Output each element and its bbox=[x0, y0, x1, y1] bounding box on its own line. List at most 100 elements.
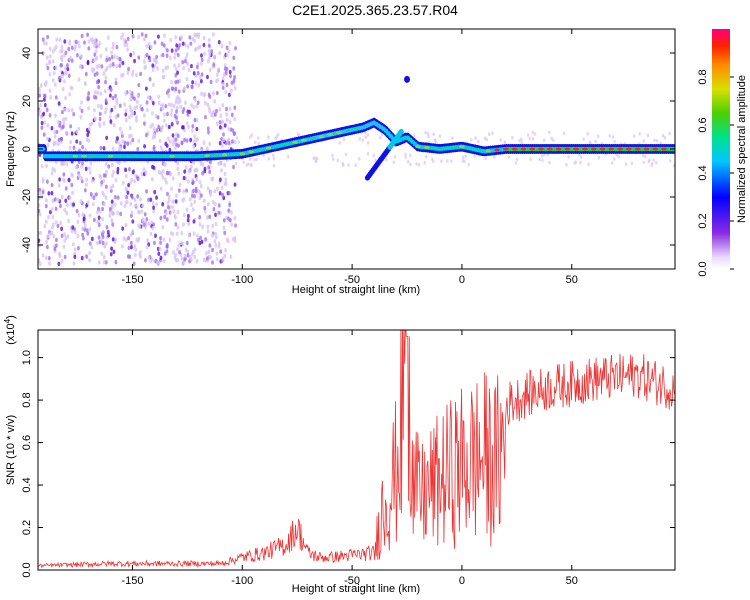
noise-point bbox=[218, 140, 222, 146]
noise-point bbox=[97, 215, 101, 220]
noise-point bbox=[47, 191, 51, 196]
noise-point bbox=[212, 62, 216, 67]
noise-point bbox=[191, 124, 195, 129]
noise-point bbox=[167, 136, 170, 141]
noise-point bbox=[223, 171, 227, 177]
noise-point bbox=[153, 40, 157, 45]
ridge-peak bbox=[582, 147, 588, 151]
noise-point bbox=[215, 251, 219, 256]
noise-point bbox=[233, 215, 237, 221]
noise-point bbox=[415, 162, 418, 166]
noise-point bbox=[223, 230, 227, 236]
noise-point bbox=[364, 135, 368, 140]
noise-point bbox=[108, 114, 112, 120]
noise-point bbox=[47, 215, 50, 220]
noise-point bbox=[632, 134, 636, 138]
noise-point bbox=[124, 223, 128, 228]
noise-point bbox=[58, 251, 61, 256]
noise-point bbox=[42, 132, 46, 137]
noise-point bbox=[79, 115, 83, 120]
noise-point bbox=[151, 201, 155, 206]
noise-point bbox=[344, 152, 348, 157]
noise-point bbox=[129, 133, 133, 139]
y-tick-label: 20 bbox=[21, 95, 33, 107]
noise-point bbox=[177, 143, 180, 148]
noise-point bbox=[168, 55, 172, 61]
noise-point bbox=[412, 133, 416, 137]
y-tick-label: 0.0 bbox=[21, 562, 33, 577]
noise-point bbox=[146, 95, 150, 100]
snr-y-scale-base: (x10 bbox=[5, 323, 17, 344]
noise-point bbox=[175, 193, 178, 199]
noise-point bbox=[209, 79, 213, 85]
noise-point bbox=[182, 189, 186, 194]
ridge-peak bbox=[213, 153, 219, 157]
noise-point bbox=[234, 162, 238, 166]
noise-point bbox=[139, 71, 143, 77]
noise-point bbox=[57, 141, 60, 147]
noise-point bbox=[61, 73, 64, 79]
noise-point bbox=[50, 207, 54, 212]
noise-point bbox=[206, 102, 210, 107]
noise-point bbox=[188, 197, 192, 202]
noise-point bbox=[134, 247, 138, 252]
noise-point bbox=[233, 105, 237, 110]
noise-point bbox=[531, 130, 535, 135]
y-tick-label: -40 bbox=[21, 237, 33, 253]
noise-point bbox=[186, 249, 190, 255]
noise-point bbox=[126, 141, 130, 147]
noise-point bbox=[70, 45, 74, 51]
noise-point bbox=[228, 119, 232, 125]
noise-point bbox=[173, 255, 177, 261]
noise-point bbox=[187, 124, 191, 130]
noise-point bbox=[63, 79, 66, 84]
noise-point bbox=[180, 230, 184, 236]
noise-point bbox=[59, 220, 63, 226]
noise-point bbox=[652, 158, 656, 162]
noise-point bbox=[70, 229, 74, 234]
noise-point bbox=[221, 192, 225, 198]
noise-point bbox=[167, 124, 171, 130]
ridge-peak bbox=[72, 154, 79, 158]
noise-point bbox=[198, 222, 202, 227]
noise-point bbox=[228, 69, 232, 75]
noise-point bbox=[93, 72, 97, 77]
noise-point bbox=[99, 53, 103, 59]
noise-point bbox=[221, 85, 225, 90]
noise-point bbox=[78, 64, 82, 70]
noise-point bbox=[38, 187, 42, 193]
noise-point bbox=[126, 47, 129, 52]
noise-point bbox=[104, 162, 108, 167]
noise-point bbox=[73, 247, 77, 252]
noise-point bbox=[99, 105, 103, 110]
noise-point bbox=[254, 140, 257, 145]
noise-point bbox=[166, 191, 169, 197]
noise-point bbox=[477, 139, 480, 144]
noise-point bbox=[92, 201, 95, 207]
noise-point bbox=[267, 135, 270, 139]
noise-point bbox=[77, 126, 81, 132]
noise-point bbox=[187, 179, 190, 184]
noise-point bbox=[659, 141, 662, 145]
noise-point bbox=[438, 134, 442, 138]
noise-point bbox=[201, 224, 205, 230]
noise-point bbox=[111, 61, 115, 67]
noise-point bbox=[207, 249, 211, 255]
noise-point bbox=[423, 160, 427, 165]
noise-point bbox=[186, 44, 190, 49]
noise-point bbox=[221, 256, 225, 261]
noise-point bbox=[145, 217, 149, 222]
noise-point bbox=[189, 164, 193, 169]
ridge-peak bbox=[573, 147, 579, 151]
noise-point bbox=[203, 92, 206, 97]
noise-point bbox=[50, 191, 54, 196]
noise-point bbox=[60, 194, 64, 200]
noise-point bbox=[153, 189, 157, 195]
noise-point bbox=[562, 131, 566, 136]
snr-y-axis-title: SNR (10 * v/v) bbox=[5, 415, 17, 485]
noise-point bbox=[40, 125, 44, 130]
noise-point bbox=[185, 77, 189, 82]
noise-point bbox=[67, 73, 71, 78]
noise-point bbox=[183, 169, 187, 174]
noise-point bbox=[528, 136, 532, 141]
